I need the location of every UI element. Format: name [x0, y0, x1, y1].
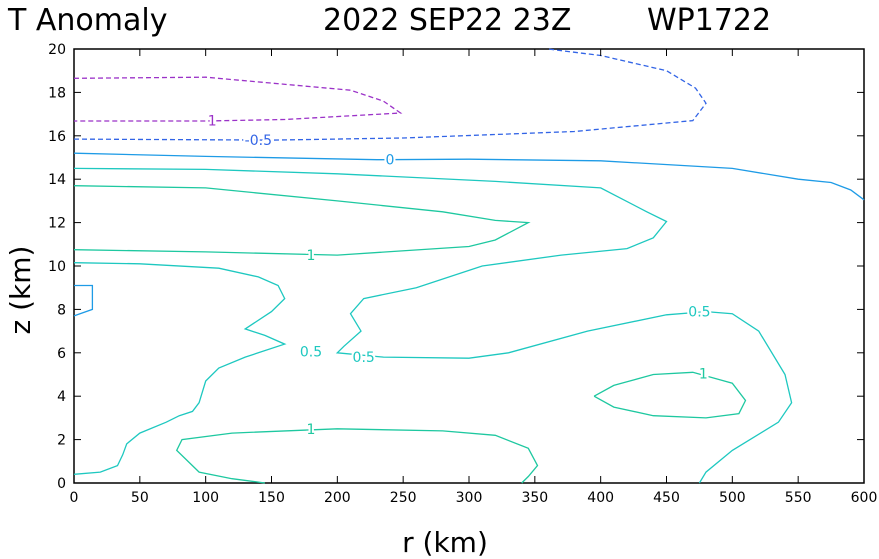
y-tick-label-1: 2	[57, 433, 66, 449]
chart-storm-id: WP1722	[647, 3, 771, 38]
plot-border	[73, 48, 865, 484]
chart-header: T Anomaly 2022 SEP22 23Z WP1722	[7, 3, 771, 38]
y-tick-label-6: 12	[48, 216, 66, 232]
contour-label-1: -0.5	[245, 133, 272, 149]
contour-label-6: 0.5	[688, 305, 710, 321]
x-tick-label-10: 500	[719, 490, 746, 506]
contour-line-1-8	[593, 371, 747, 419]
contour-line-0.5-5	[73, 262, 287, 475]
contour-line-neg0.5-1	[73, 48, 707, 141]
y-tick-label-9: 18	[48, 85, 66, 101]
contour-line-1-6	[73, 185, 531, 256]
x-tick-label-2: 100	[192, 490, 219, 506]
plot-frame	[73, 48, 865, 484]
x-tick-label-7: 350	[521, 490, 548, 506]
y-tick-label-7: 14	[48, 172, 66, 188]
contour-lines	[73, 48, 865, 484]
y-tick-label-5: 10	[48, 259, 66, 275]
x-axis-ticks: 0 50 100 150 200 250 300 350 400 450 500 550 600	[70, 49, 878, 506]
x-tick-label-9: 450	[653, 490, 680, 506]
x-tick-label-6: 300	[456, 490, 483, 506]
contour-label-5: 0.5	[353, 350, 375, 366]
y-axis-label: z (km)	[4, 246, 37, 335]
x-tick-label-3: 150	[258, 490, 285, 506]
x-tick-label-12: 600	[851, 490, 878, 506]
x-tick-label-11: 550	[785, 490, 812, 506]
x-tick-label-1: 50	[131, 490, 149, 506]
y-tick-label-4: 8	[57, 302, 66, 318]
chart-datetime: 2022 SEP22 23Z	[323, 3, 571, 38]
contour-line-1-7	[175, 428, 539, 484]
contour-label-8: 1	[307, 422, 316, 438]
contour-label-3: 1	[307, 248, 316, 264]
x-tick-label-8: 400	[587, 490, 614, 506]
y-tick-label-2: 4	[57, 389, 66, 405]
y-tick-label-8: 16	[48, 129, 66, 145]
contour-line-0-3	[73, 284, 94, 317]
chart-title: T Anomaly	[7, 3, 167, 38]
x-tick-label-0: 0	[70, 490, 79, 506]
contour-label-7: 1	[699, 366, 708, 382]
y-tick-label-10: 20	[48, 42, 66, 58]
contour-line-0-2	[73, 152, 865, 201]
y-tick-label-3: 6	[57, 346, 66, 362]
contour-labels: 1 -0.5 0 1 0.5 0.5 0.5 1 1	[206, 112, 713, 441]
x-tick-label-4: 200	[324, 490, 351, 506]
contour-label-2: 0	[386, 153, 395, 169]
x-tick-label-5: 250	[390, 490, 417, 506]
contour-line-0.5-4	[73, 167, 793, 484]
contour-label-0: 1	[208, 114, 217, 130]
contour-line-neg1-0	[73, 76, 403, 122]
x-axis-label: r (km)	[402, 526, 488, 559]
y-tick-label-0: 0	[57, 476, 66, 492]
contour-label-4: 0.5	[300, 345, 322, 361]
